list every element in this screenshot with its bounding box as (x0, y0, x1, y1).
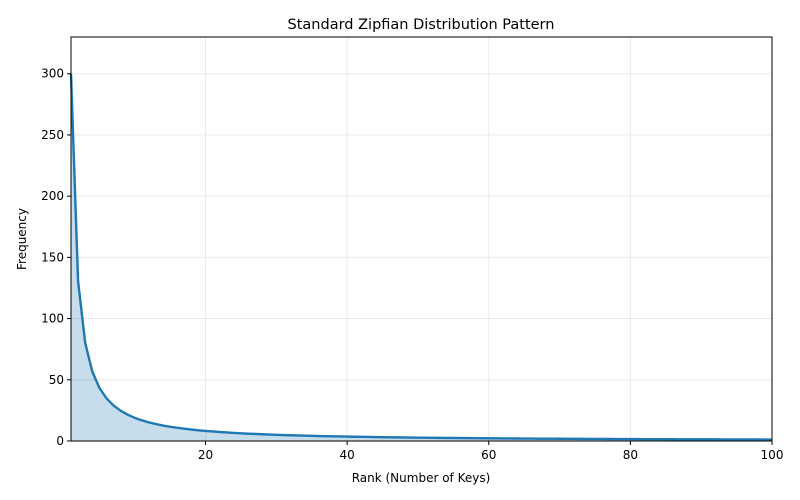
grid-lines (71, 37, 773, 442)
x-axis-label: Rank (Number of Keys) (352, 471, 491, 485)
x-tick-label: 20 (198, 448, 213, 462)
y-tick-label: 150 (41, 250, 64, 264)
x-tick-label: 80 (623, 448, 638, 462)
plot-frame (70, 36, 773, 442)
data-line (69, 73, 773, 441)
chart-title: Standard Zipfian Distribution Pattern (288, 17, 555, 33)
y-axis-ticks: 0 50 100 150 200 250 300 (41, 67, 71, 448)
y-axis-label: Frequency (15, 208, 29, 270)
y-tick-label: 250 (41, 128, 64, 142)
x-tick-label: 100 (761, 448, 784, 462)
y-tick-label: 200 (41, 189, 64, 203)
x-axis-ticks: 20 40 60 80 100 (198, 441, 784, 462)
x-tick-label: 60 (481, 448, 496, 462)
y-tick-label: 100 (41, 312, 64, 326)
x-tick-label: 40 (340, 448, 355, 462)
y-tick-label: 50 (49, 373, 64, 387)
y-tick-label: 300 (41, 67, 64, 81)
y-tick-label: 0 (56, 434, 64, 448)
